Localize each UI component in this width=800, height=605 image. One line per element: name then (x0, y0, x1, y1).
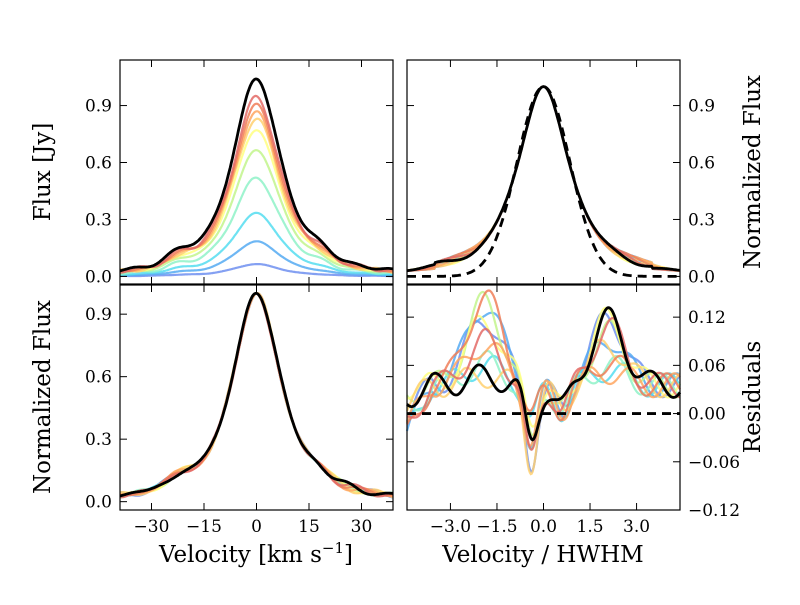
x-tick-label: −30 (134, 517, 170, 537)
panel-bottom-right-residuals: −0.12−0.060.000.060.12−3.0 −1.5 0.0 1.5 3.0 … (405, 284, 766, 568)
y-tick-label: 0.9 (85, 97, 112, 117)
y-axis-label: Flux [Jy] (30, 123, 56, 222)
flux-series-line-1 (120, 240, 393, 277)
normalized-series-line-6 (406, 85, 681, 272)
normalized-velocity-series-line-0 (120, 291, 394, 499)
flux-series-line-0 (120, 263, 394, 278)
flux-series-line-4 (119, 149, 394, 274)
normalized-series-line-5 (406, 85, 681, 272)
y-tick-label: 0.6 (85, 368, 112, 388)
normalized-velocity-series-line-7 (119, 292, 393, 498)
normalized-series-line-4 (406, 85, 681, 272)
y-tick-label: −0.12 (688, 501, 740, 521)
x-tick-label: −3.0 (430, 517, 471, 537)
normalized-velocity-series-line-5 (119, 292, 394, 497)
normalized-velocity-series-line-2 (119, 292, 394, 497)
y-tick-label: 0.0 (688, 267, 715, 287)
y-tick-label: 0.3 (688, 210, 715, 230)
normalized-series-line-3 (406, 85, 681, 272)
x-axis-label: Velocity [km s−1] (158, 539, 353, 568)
normalized-series-line-10 (406, 85, 681, 273)
flux-series-line-5 (119, 129, 394, 273)
normalized-series-line-9 (406, 85, 681, 272)
y-tick-label: 0.00 (688, 405, 726, 425)
plot-frame (119, 284, 394, 511)
y-tick-label: 0.6 (85, 154, 112, 174)
flux-series-line-2 (120, 211, 393, 276)
y-tick-label: 0.9 (85, 305, 112, 325)
x-tick-label: 0.0 (530, 517, 557, 537)
normalized-velocity-series-line-10 (119, 291, 394, 498)
normalized-series-line-7 (406, 85, 680, 272)
y-axis-label: Residuals (740, 341, 766, 454)
normalized-velocity-series-line-9 (120, 292, 394, 499)
flux-series-line-3 (119, 176, 393, 276)
x-tick-label: 15 (298, 517, 320, 537)
y-axis-label: Normalized Flux (30, 300, 56, 494)
gaussian-reference-line (407, 85, 680, 278)
y-tick-label: 0.3 (85, 210, 112, 230)
y-tick-label: 0.12 (688, 308, 726, 328)
flux-series-line-6 (119, 117, 394, 275)
panel-bottom-left-normalized: 0.00.30.60.9−30 −15 0 15 30 Normalized Flux … (30, 284, 394, 568)
normalized-velocity-series-line-6 (119, 291, 394, 499)
plot-frame (406, 59, 681, 285)
y-tick-label: 0.06 (688, 356, 726, 376)
y-tick-label: −0.06 (688, 453, 740, 473)
y-axis-label: Normalized Flux (740, 75, 766, 269)
normalized-velocity-series-line-1 (119, 292, 394, 497)
flux-series-line-8 (119, 102, 394, 273)
plot-frame (119, 59, 394, 285)
normalized-series-line-8 (406, 85, 681, 272)
normalized-velocity-series-line-8 (119, 292, 394, 497)
x-tick-label: −1.5 (476, 517, 517, 537)
x-tick-label: 30 (351, 517, 373, 537)
y-tick-label: 0.0 (85, 493, 112, 513)
y-tick-label: 0.3 (85, 430, 112, 450)
flux-series-line-9 (119, 94, 394, 274)
y-tick-label: 0.0 (85, 267, 112, 287)
flux-series-line-7 (119, 110, 393, 273)
x-tick-label: 0 (251, 517, 262, 537)
residual-series-line-6 (405, 338, 681, 476)
panel-top-right-normalized: 0.0 0.3 0.6 0.9 Normalized Flux (406, 59, 766, 287)
normalized-series-line-2 (407, 85, 681, 272)
normalized-velocity-series-line-3 (119, 291, 394, 499)
residual-series-line-10 (406, 306, 682, 442)
x-axis-label: Velocity / HWHM (441, 542, 643, 568)
normalized-series-line-1 (407, 85, 681, 273)
panel-top-left-flux: 0.0 0.3 0.6 0.9 Flux [Jy] (30, 59, 394, 287)
y-tick-label: 0.6 (688, 154, 715, 174)
y-tick-label: 0.9 (688, 97, 715, 117)
x-tick-label: 3.0 (623, 517, 650, 537)
normalized-velocity-series-line-4 (119, 292, 394, 497)
normalized-series-line-0 (406, 85, 681, 272)
flux-series-line-10 (119, 77, 394, 273)
x-tick-label: 1.5 (577, 517, 604, 537)
x-tick-label: −15 (186, 517, 222, 537)
